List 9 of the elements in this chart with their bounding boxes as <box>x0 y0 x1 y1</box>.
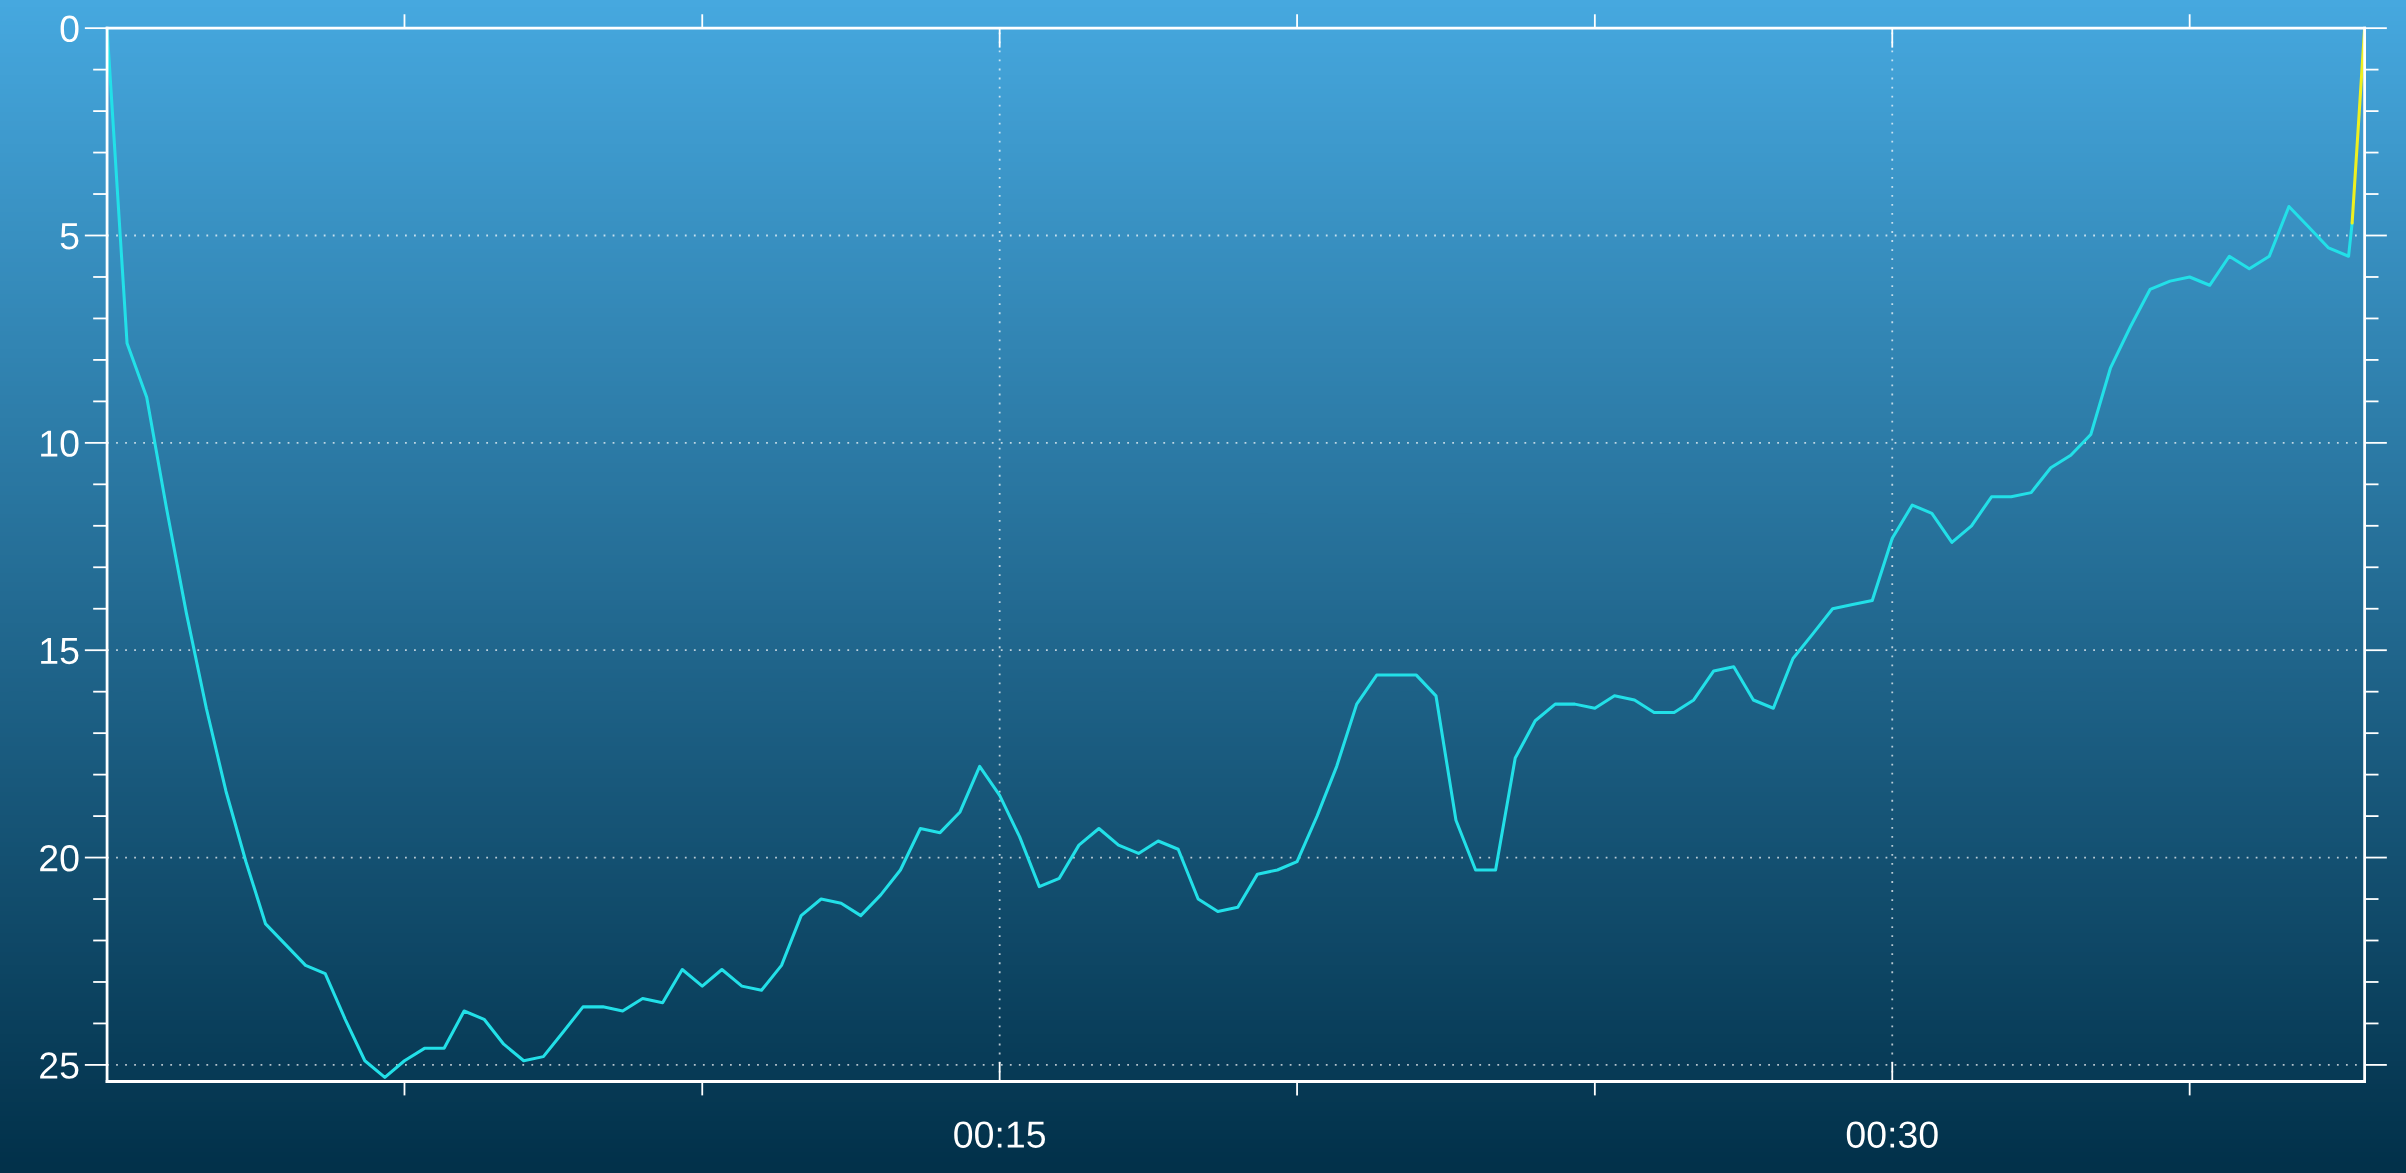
x-tick-label: 00:30 <box>1846 1121 1938 1148</box>
y-tick-label: 20 <box>40 844 79 872</box>
y-tick-label: 10 <box>41 430 79 457</box>
y-tick-label: 5 <box>60 223 79 250</box>
x-tick-label: 00:15 <box>954 1121 1046 1148</box>
y-tick-label: 15 <box>41 638 79 665</box>
y-tick-label: 25 <box>40 1052 79 1079</box>
line-series <box>107 28 2354 1079</box>
y-tick-label: 0 <box>60 15 79 43</box>
